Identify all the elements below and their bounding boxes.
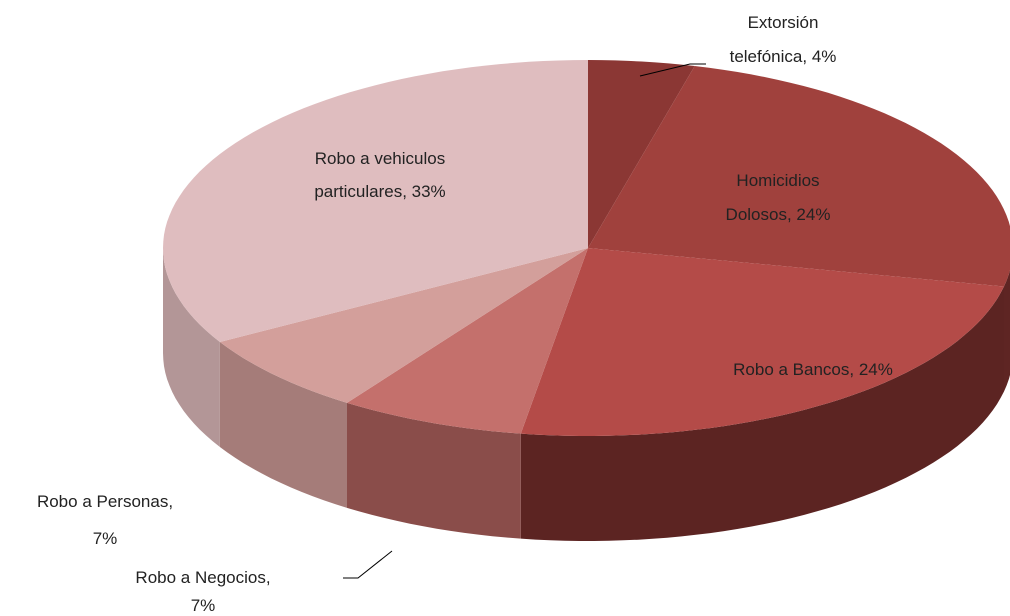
slice-side — [163, 248, 220, 447]
data-label-line: telefónica, 4% — [730, 47, 837, 66]
data-label-line: Robo a Negocios, — [135, 568, 270, 587]
data-label-line: Dolosos, 24% — [726, 205, 831, 224]
data-label-line: 7% — [93, 529, 118, 548]
data-label-line: particulares, 33% — [314, 182, 445, 201]
slice-side — [520, 286, 1004, 541]
data-label: Robo a Bancos, 24% — [733, 360, 893, 379]
slice-side — [219, 342, 347, 508]
data-label-line: Homicidios — [736, 171, 819, 190]
data-label-line: Robo a vehiculos — [315, 149, 445, 168]
slice — [588, 60, 695, 248]
slice — [163, 60, 588, 342]
data-label-line: Robo a Bancos, 24% — [733, 360, 893, 379]
data-label-line: Extorsión — [748, 13, 819, 32]
slice — [347, 248, 588, 434]
slice — [588, 66, 1010, 287]
data-label-line: Robo a Personas, — [37, 492, 173, 511]
pie-sides — [163, 248, 1010, 541]
pie-tops — [163, 60, 1010, 436]
data-label-line: 7% — [191, 596, 216, 615]
data-label: Robo a Negocios, 7% — [135, 568, 270, 615]
slice — [520, 248, 1004, 436]
data-label: Extorsión telefónica, 4% — [730, 13, 837, 66]
slice-side — [347, 402, 521, 539]
data-label: Robo a Personas, 7% — [37, 492, 173, 548]
labels: Extorsión telefónica, 4% Homicidios Dolosos… — [37, 13, 893, 615]
data-label: Homicidios Dolosos, 24% — [726, 171, 831, 224]
slice — [219, 248, 588, 403]
leader-line — [343, 550, 393, 579]
leader-line — [639, 63, 706, 77]
slice-side — [1004, 270, 1010, 392]
data-label: Robo a vehiculos particulares, 33% — [314, 149, 445, 201]
